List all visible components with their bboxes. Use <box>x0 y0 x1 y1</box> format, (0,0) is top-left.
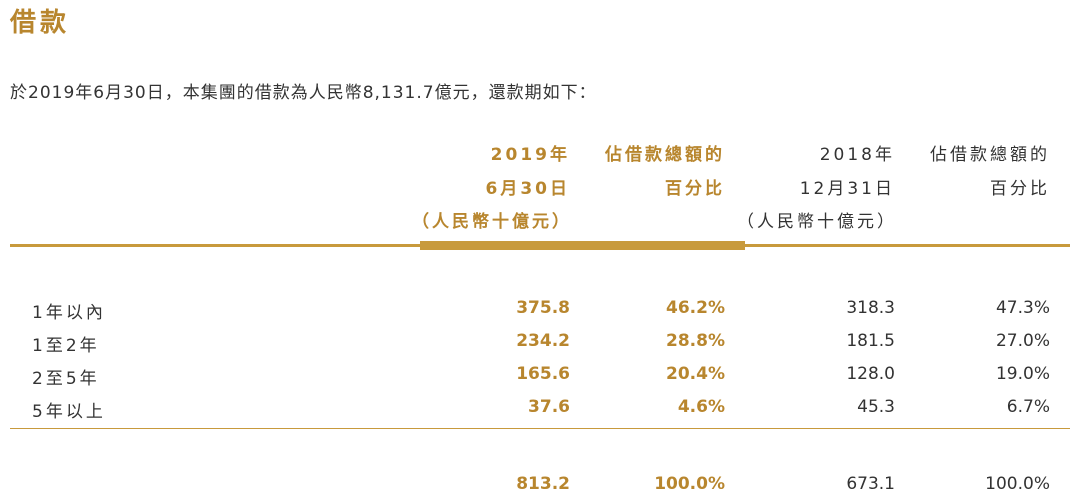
cell-2018-pct: 27.0% <box>995 331 1050 351</box>
cell-2019-value: 375.8 <box>516 298 570 318</box>
total-2019-pct: 100.0% <box>654 474 725 494</box>
cell-2019-value: 37.6 <box>528 397 570 417</box>
header-2018-pct-line2: 百分比 <box>990 179 1050 199</box>
total-2018-value: 673.1 <box>846 474 895 494</box>
total-2019-value: 813.2 <box>516 474 570 494</box>
cell-2019-pct: 20.4% <box>666 364 725 384</box>
cell-2019-value: 234.2 <box>516 331 570 351</box>
header-rule-highlight <box>420 241 745 250</box>
cell-2018-pct: 6.7% <box>1006 397 1050 417</box>
cell-2018-pct: 19.0% <box>995 364 1050 384</box>
header-2018-unit: （人民幣十億元） <box>737 212 897 232</box>
row-label: 2至5年 <box>32 369 100 389</box>
header-2019-date: 6月30日 <box>485 179 570 199</box>
total-2018-pct: 100.0% <box>985 474 1050 494</box>
header-2019-pct-line2: 百分比 <box>665 179 725 199</box>
header-2018-year: 2018年 <box>819 145 895 165</box>
row-label: 5年以上 <box>32 402 106 422</box>
cell-2018-pct: 47.3% <box>995 298 1050 318</box>
intro-text: 於2019年6月30日，本集團的借款為人民幣8,131.7億元，還款期如下： <box>10 83 597 103</box>
header-2018-pct-line1: 佔借款總額的 <box>930 145 1050 165</box>
cell-2018-value: 128.0 <box>846 364 895 384</box>
total-divider <box>10 428 1070 429</box>
row-label: 1年以內 <box>32 303 106 323</box>
cell-2018-value: 318.3 <box>846 298 895 318</box>
header-2019-year: 2019年 <box>490 145 570 165</box>
page-title: 借款 <box>10 8 71 38</box>
header-2018-date: 12月31日 <box>799 179 895 199</box>
cell-2019-value: 165.6 <box>516 364 570 384</box>
cell-2019-pct: 28.8% <box>666 331 725 351</box>
row-label: 1至2年 <box>32 336 100 356</box>
cell-2018-value: 45.3 <box>857 397 895 417</box>
cell-2019-pct: 46.2% <box>666 298 725 318</box>
cell-2019-pct: 4.6% <box>677 397 725 417</box>
cell-2018-value: 181.5 <box>846 331 895 351</box>
header-2019-unit: （人民幣十億元） <box>412 212 572 232</box>
header-2019-pct-line1: 佔借款總額的 <box>605 145 725 165</box>
